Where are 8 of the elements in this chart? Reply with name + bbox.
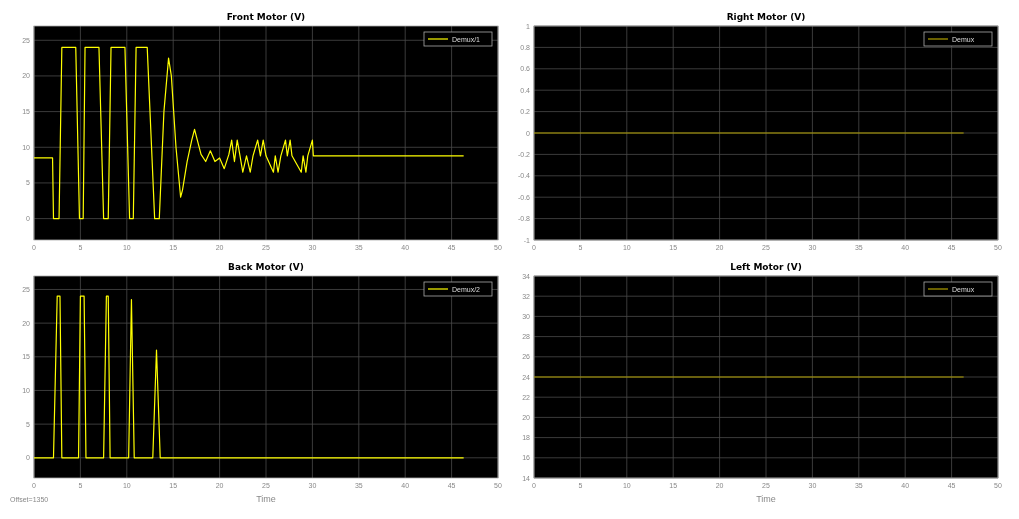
line-series — [33, 295, 465, 459]
chart-title: Back Motor (V) — [228, 262, 304, 272]
x-axis-title: Time — [756, 494, 776, 504]
chart-title: Front Motor (V) — [226, 12, 306, 22]
chart-title: Left Motor (V) — [730, 262, 802, 272]
x-axis-title: Time — [256, 494, 276, 504]
chart-title: Right Motor (V) — [726, 12, 806, 22]
line-series — [33, 46, 465, 220]
